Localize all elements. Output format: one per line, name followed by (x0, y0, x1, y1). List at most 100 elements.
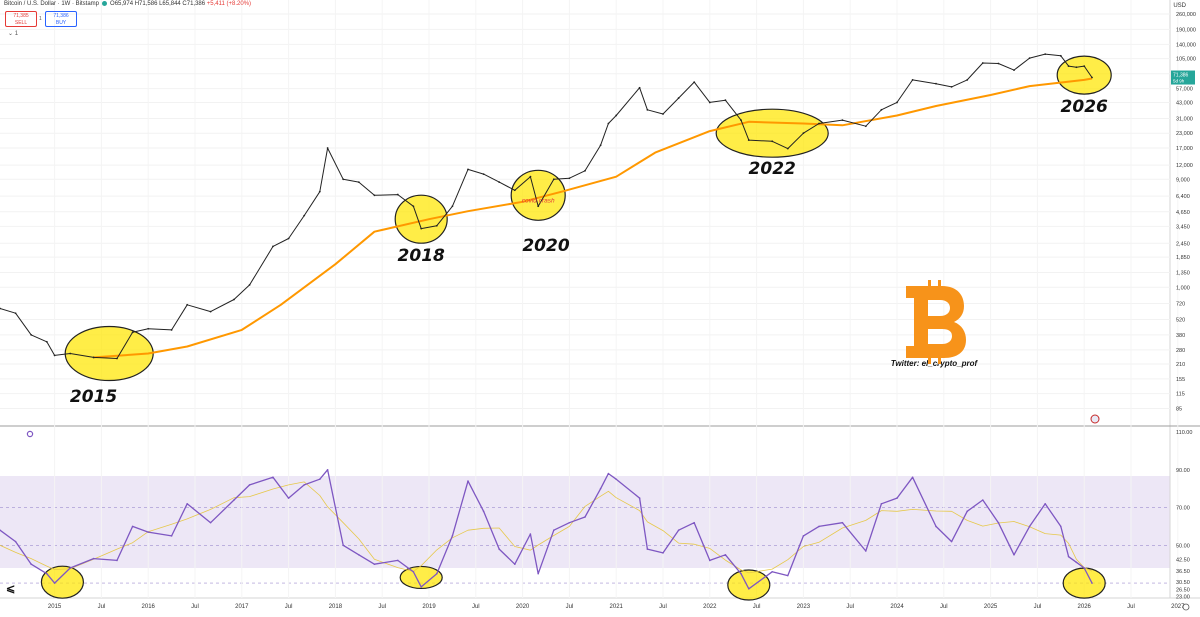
price-tick-label: 12,000 (1176, 163, 1193, 169)
rsi-point (46, 572, 48, 575)
buy-price: 71,386 (53, 13, 69, 19)
price-point (599, 144, 602, 147)
price-tick-label: 1,850 (1176, 255, 1190, 261)
price-point (638, 86, 641, 89)
price-tick-label: 23,000 (1176, 131, 1193, 137)
tradingview-logo: ⩽ (6, 583, 15, 595)
price-point (1028, 57, 1031, 59)
price-point (1075, 66, 1078, 69)
price-point (116, 357, 118, 360)
rsi-point (865, 550, 867, 552)
highlight-2026 (1056, 55, 1112, 95)
indicator-settings-icon (26, 430, 34, 438)
price-point (981, 62, 984, 64)
rsi-point (646, 548, 649, 550)
rsi-highlight-2022 (727, 569, 771, 601)
rsi-point (1028, 525, 1031, 528)
rsi-point (467, 480, 469, 482)
rsi-point (303, 484, 306, 486)
time-tick-label: 2026 (1078, 604, 1092, 610)
price-point (693, 81, 696, 84)
price-point (170, 329, 173, 331)
price-point (896, 101, 898, 104)
gear-icon (1182, 603, 1190, 611)
price-point (935, 82, 937, 85)
price-point (318, 190, 321, 193)
price-tick-label: 115 (1176, 392, 1185, 398)
price-point (662, 113, 664, 115)
sell-button[interactable]: 71,385 SELL (5, 11, 37, 27)
rsi-point (607, 472, 610, 475)
rsi-point (170, 535, 173, 537)
rsi-tick-label: 70.00 (1176, 506, 1190, 512)
price-point (357, 181, 360, 184)
rsi-highlight-2026 (1062, 567, 1106, 599)
price-tick-label: 210 (1176, 362, 1185, 368)
currency-label: USD (1173, 3, 1186, 9)
rsi-point (748, 587, 750, 590)
time-tick-label: 2023 (797, 604, 811, 610)
rsi-point (724, 553, 727, 556)
buy-button[interactable]: 71,386 BUY (45, 11, 77, 27)
price-point (209, 310, 212, 313)
time-tick-label: Jul (1034, 604, 1042, 610)
rsi-point (30, 563, 32, 566)
price-point (0, 307, 1, 310)
price-point (966, 79, 969, 81)
bitcoin-logo-stroke (938, 356, 941, 364)
price-point (1091, 76, 1093, 79)
rsi-tick-label: 36.50 (1176, 569, 1190, 575)
rsi-point (373, 563, 376, 566)
rsi-point (92, 557, 95, 560)
price-point (1083, 65, 1086, 68)
price-point (1067, 65, 1070, 68)
price-point (677, 97, 680, 99)
rsi-point (1083, 567, 1085, 569)
price-point (467, 168, 469, 171)
price-point (233, 298, 235, 301)
rsi-point (950, 540, 953, 543)
bitcoin-logo-glyph (906, 286, 966, 358)
rsi-point (740, 572, 742, 575)
rsi-point (997, 521, 1000, 524)
price-point (708, 101, 711, 104)
rsi-point (818, 525, 820, 528)
price-point (513, 189, 516, 192)
highlight-2018 (394, 194, 448, 244)
bar-countdown: 5d 9h (1173, 79, 1185, 84)
price-point (248, 284, 251, 286)
price-point (147, 327, 150, 330)
rsi-band (0, 476, 1170, 568)
price-tick-label: 1,000 (1176, 285, 1190, 291)
symbol-header[interactable]: Bitcoin / U.S. Dollar · 1W · Bitstamp O65… (4, 1, 251, 7)
price-point (92, 356, 95, 359)
price-tick-label: 155 (1176, 377, 1185, 383)
rsi-point (233, 499, 235, 501)
bitcoin-logo-stroke (928, 280, 931, 288)
time-tick-label: Jul (940, 604, 948, 610)
price-tick-label: 2,450 (1176, 241, 1190, 247)
rsi-point (1075, 561, 1078, 564)
price-tick-label: 190,000 (1176, 27, 1196, 33)
rsi-point (584, 516, 586, 518)
rsi-point (248, 484, 251, 486)
price-point (482, 173, 485, 176)
indicator-count: 1 (14, 31, 19, 37)
rsi-tick-label: 110.00 (1176, 430, 1192, 436)
indicator-toggle[interactable]: ⌄ 1 (8, 31, 19, 37)
rsi-point (662, 552, 664, 554)
rsi-point (529, 533, 532, 535)
sell-label: SELL (14, 20, 28, 26)
rsi-tick-label: 90.00 (1176, 468, 1190, 474)
rsi-point (451, 535, 454, 537)
time-tick-label: 2020 (516, 604, 530, 610)
year-label-2026: 2026 (1061, 97, 1108, 117)
time-tick-label: 2015 (48, 604, 62, 610)
price-point (412, 205, 415, 208)
current-price-badge (1171, 70, 1195, 85)
rsi-point (342, 544, 345, 547)
rsi-point (1067, 555, 1070, 558)
rsi-tick-label: 42.50 (1176, 558, 1190, 564)
rsi-point (599, 487, 602, 490)
price-point (53, 354, 56, 357)
